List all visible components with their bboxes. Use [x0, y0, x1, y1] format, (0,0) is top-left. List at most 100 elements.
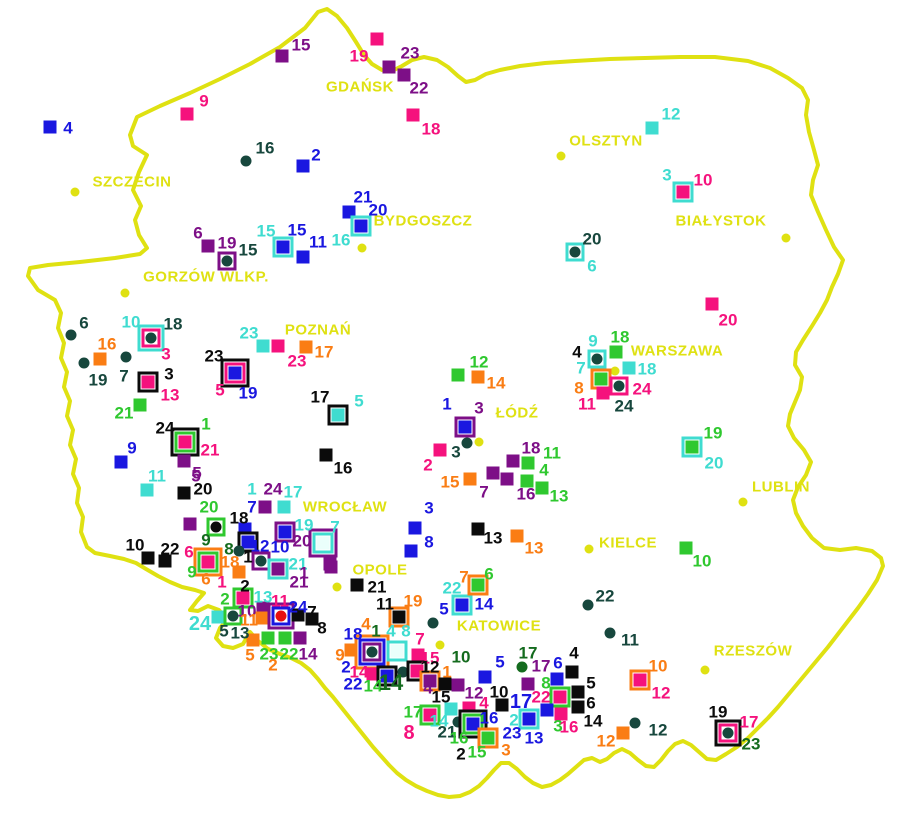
- map-marker[interactable]: [604, 627, 616, 639]
- map-marker[interactable]: [255, 611, 269, 625]
- map-marker[interactable]: [582, 599, 594, 611]
- map-marker[interactable]: [609, 376, 629, 396]
- map-marker[interactable]: [350, 578, 364, 592]
- map-marker[interactable]: [220, 358, 250, 388]
- map-marker[interactable]: [520, 474, 534, 488]
- map-marker[interactable]: [535, 481, 549, 495]
- map-marker[interactable]: [296, 250, 310, 264]
- map-marker[interactable]: [565, 242, 585, 262]
- map-marker[interactable]: [278, 631, 292, 645]
- map-marker[interactable]: [323, 557, 337, 571]
- map-marker[interactable]: [223, 606, 243, 626]
- map-marker[interactable]: [616, 726, 630, 740]
- map-marker[interactable]: [193, 547, 223, 577]
- map-marker[interactable]: [114, 455, 128, 469]
- map-marker[interactable]: [427, 617, 439, 629]
- map-marker[interactable]: [452, 716, 464, 728]
- map-marker[interactable]: [267, 602, 295, 630]
- map-marker[interactable]: [177, 486, 191, 500]
- map-marker[interactable]: [240, 155, 252, 167]
- map-marker[interactable]: [596, 386, 610, 400]
- map-marker[interactable]: [433, 443, 447, 457]
- map-marker[interactable]: [521, 456, 535, 470]
- map-marker[interactable]: [293, 631, 307, 645]
- map-marker[interactable]: [554, 707, 568, 721]
- map-marker[interactable]: [645, 121, 659, 135]
- map-marker[interactable]: [258, 500, 272, 514]
- map-marker[interactable]: [386, 640, 408, 662]
- map-marker[interactable]: [256, 601, 270, 615]
- map-marker[interactable]: [516, 661, 528, 673]
- map-marker[interactable]: [486, 466, 500, 480]
- map-marker[interactable]: [629, 717, 641, 729]
- map-marker[interactable]: [587, 349, 607, 369]
- map-marker[interactable]: [629, 669, 651, 691]
- map-marker[interactable]: [201, 239, 215, 253]
- map-marker[interactable]: [344, 643, 358, 657]
- map-marker[interactable]: [540, 703, 554, 717]
- map-marker[interactable]: [246, 633, 260, 647]
- map-marker[interactable]: [217, 251, 237, 271]
- map-marker[interactable]: [261, 631, 275, 645]
- map-marker[interactable]: [170, 427, 200, 457]
- map-marker[interactable]: [327, 404, 349, 426]
- map-marker[interactable]: [454, 416, 476, 438]
- map-marker[interactable]: [120, 351, 132, 363]
- map-marker[interactable]: [477, 727, 499, 749]
- map-marker[interactable]: [495, 698, 509, 712]
- map-marker[interactable]: [419, 704, 441, 726]
- map-marker[interactable]: [565, 665, 579, 679]
- map-marker[interactable]: [137, 324, 165, 352]
- map-marker[interactable]: [177, 454, 191, 468]
- map-marker[interactable]: [140, 483, 154, 497]
- map-marker[interactable]: [267, 558, 289, 580]
- map-marker[interactable]: [451, 678, 465, 692]
- map-marker[interactable]: [408, 521, 422, 535]
- map-marker[interactable]: [275, 49, 289, 63]
- map-marker[interactable]: [305, 612, 319, 626]
- map-marker[interactable]: [272, 236, 294, 258]
- map-marker[interactable]: [471, 522, 485, 536]
- map-marker[interactable]: [271, 339, 285, 353]
- map-marker[interactable]: [404, 544, 418, 558]
- map-marker[interactable]: [571, 685, 585, 699]
- map-marker[interactable]: [518, 708, 540, 730]
- map-marker[interactable]: [406, 108, 420, 122]
- map-marker[interactable]: [500, 472, 514, 486]
- map-marker[interactable]: [370, 32, 384, 46]
- map-marker[interactable]: [133, 398, 147, 412]
- map-marker[interactable]: [510, 529, 524, 543]
- map-marker[interactable]: [256, 339, 270, 353]
- map-marker[interactable]: [397, 666, 409, 678]
- map-marker[interactable]: [397, 68, 411, 82]
- map-marker[interactable]: [137, 371, 159, 393]
- map-marker[interactable]: [672, 181, 694, 203]
- map-marker[interactable]: [622, 361, 636, 375]
- map-marker[interactable]: [232, 565, 246, 579]
- map-marker[interactable]: [679, 541, 693, 555]
- map-marker[interactable]: [141, 551, 155, 565]
- map-marker[interactable]: [158, 554, 172, 568]
- map-marker[interactable]: [299, 340, 313, 354]
- map-marker[interactable]: [411, 648, 425, 662]
- map-marker[interactable]: [571, 700, 585, 714]
- map-marker[interactable]: [308, 528, 338, 558]
- map-marker[interactable]: [478, 670, 492, 684]
- map-marker[interactable]: [550, 672, 564, 686]
- map-marker[interactable]: [319, 448, 333, 462]
- map-marker[interactable]: [438, 677, 452, 691]
- map-marker[interactable]: [461, 437, 473, 449]
- map-marker[interactable]: [93, 352, 107, 366]
- map-marker[interactable]: [451, 368, 465, 382]
- map-marker[interactable]: [183, 517, 197, 531]
- map-marker[interactable]: [206, 517, 226, 537]
- map-marker[interactable]: [277, 500, 291, 514]
- map-marker[interactable]: [382, 60, 396, 74]
- map-marker[interactable]: [342, 205, 356, 219]
- map-marker[interactable]: [232, 587, 254, 609]
- map-marker[interactable]: [549, 686, 571, 708]
- map-marker[interactable]: [705, 297, 719, 311]
- map-marker[interactable]: [467, 574, 489, 596]
- map-marker[interactable]: [506, 454, 520, 468]
- map-marker[interactable]: [521, 677, 535, 691]
